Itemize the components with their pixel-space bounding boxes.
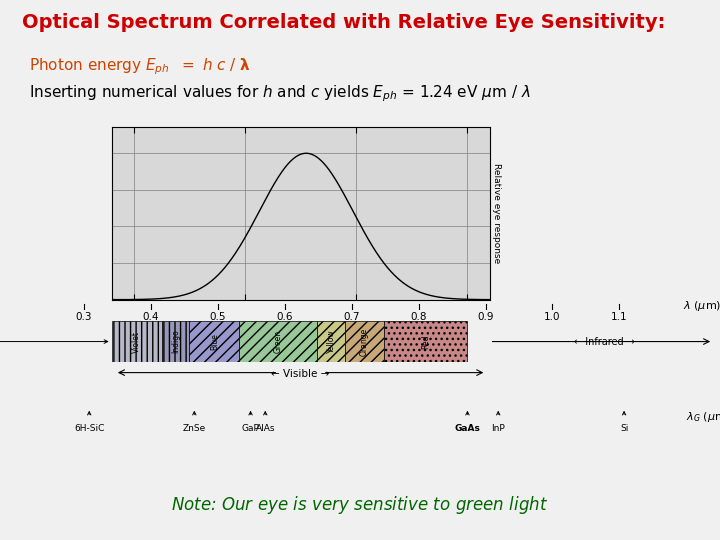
Text: Indigo: Indigo: [171, 330, 180, 353]
Bar: [112, 321, 161, 362]
Text: AlAs: AlAs: [256, 424, 275, 433]
Text: 1.0: 1.0: [544, 312, 561, 322]
Text: ← Visible →: ← Visible →: [271, 369, 330, 379]
Text: 6H-SiC: 6H-SiC: [74, 424, 104, 433]
Text: Red: Red: [421, 334, 430, 349]
Bar: [161, 321, 189, 362]
Text: 0.6: 0.6: [276, 312, 293, 322]
Text: Photon energy $E_{ph}$  $=$ $\mathbf{\it{h}}$ $\mathbf{\it{c}}$ / $\mathbf{\lamb: Photon energy $E_{ph}$ $=$ $\mathbf{\it{…: [29, 57, 251, 77]
Bar: [384, 321, 467, 362]
Text: Green: Green: [274, 330, 283, 353]
Text: 0.3: 0.3: [76, 312, 92, 322]
Text: GaAs: GaAs: [454, 424, 480, 433]
Text: ← Ultraviolet →: ← Ultraviolet →: [0, 337, 108, 346]
Text: 0.7: 0.7: [343, 312, 360, 322]
Text: Violet: Violet: [132, 330, 141, 353]
Text: $\lambda_G$ ($\mu$m): $\lambda_G$ ($\mu$m): [686, 410, 720, 424]
Bar: [189, 321, 240, 362]
Text: 0.8: 0.8: [410, 312, 427, 322]
Text: Si: Si: [620, 424, 629, 433]
Text: $\lambda$ ($\mu$m): $\lambda$ ($\mu$m): [683, 300, 720, 313]
Text: 0.4: 0.4: [143, 312, 159, 322]
Text: Inserting numerical values for $\mathit{h}$ and $\mathit{c}$ yields $E_{ph}$ = 1: Inserting numerical values for $\mathit{…: [29, 84, 531, 104]
Text: ← Infrared →: ← Infrared →: [575, 336, 635, 347]
Text: 0.5: 0.5: [210, 312, 226, 322]
Text: Optical Spectrum Correlated with Relative Eye Sensitivity:: Optical Spectrum Correlated with Relativ…: [22, 14, 665, 32]
Text: ZnSe: ZnSe: [183, 424, 206, 433]
Text: Blue: Blue: [210, 333, 219, 350]
Y-axis label: Relative eye response: Relative eye response: [492, 163, 500, 264]
Text: 1.1: 1.1: [611, 312, 628, 322]
Text: InP: InP: [491, 424, 505, 433]
Bar: [240, 321, 318, 362]
Bar: [318, 321, 345, 362]
Bar: [345, 321, 384, 362]
Text: Yellow: Yellow: [327, 330, 336, 353]
Text: Note: $\mathbf{\it{Our\ eye\ is\ very\ sensitive\ to\ green\ light}}$: Note: $\mathbf{\it{Our\ eye\ is\ very\ s…: [171, 494, 549, 516]
Text: GaP: GaP: [242, 424, 259, 433]
Text: 0.9: 0.9: [477, 312, 494, 322]
Text: Orange: Orange: [360, 327, 369, 356]
